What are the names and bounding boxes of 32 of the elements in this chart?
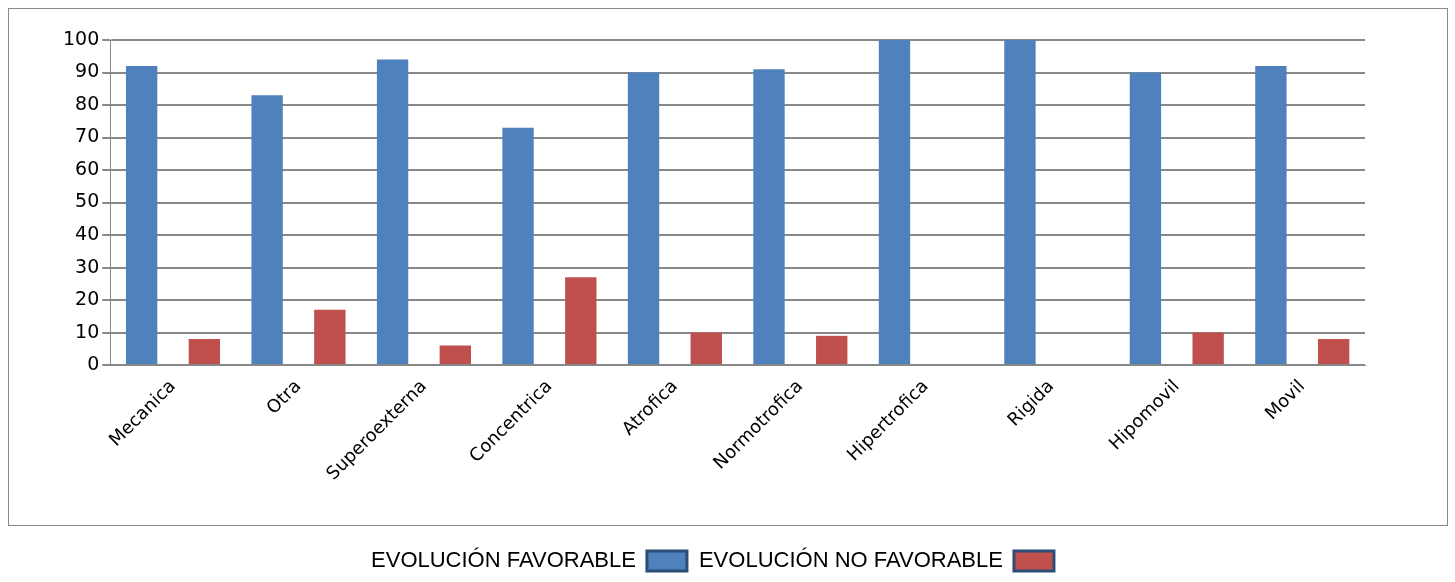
bar [1129, 72, 1162, 365]
bar [1192, 332, 1224, 365]
y-tick-label: 40 [75, 221, 100, 244]
bar [1317, 339, 1350, 365]
y-tick-label: 30 [75, 254, 100, 277]
bar [690, 332, 722, 365]
bar [565, 277, 597, 365]
y-tick-label: 70 [75, 124, 100, 147]
y-tick-label: 60 [75, 156, 100, 179]
y-tick-label: 0 [87, 352, 100, 375]
y-tick-label: 20 [75, 287, 100, 310]
bar [376, 59, 409, 365]
x-tick-label: Otra [261, 375, 305, 418]
legend-label: EVOLUCIÓN NO FAVORABLE [698, 547, 1003, 573]
y-tick-label: 10 [75, 319, 100, 342]
bar [502, 127, 534, 365]
bar [439, 345, 471, 365]
bar [1255, 66, 1287, 365]
y-tick-label: 90 [75, 59, 100, 82]
y-tick-label: 80 [75, 91, 100, 114]
bar [816, 335, 848, 365]
y-tick-label: 50 [75, 189, 100, 212]
bar [627, 72, 660, 365]
bar [878, 40, 911, 365]
bar [188, 339, 221, 365]
bar [314, 309, 346, 365]
y-tick-label: 100 [63, 26, 100, 49]
bar [125, 66, 158, 365]
bar [1004, 40, 1036, 365]
legend-label: EVOLUCIÓN FAVORABLE [371, 547, 636, 573]
bar [251, 95, 283, 365]
bar [753, 69, 785, 365]
